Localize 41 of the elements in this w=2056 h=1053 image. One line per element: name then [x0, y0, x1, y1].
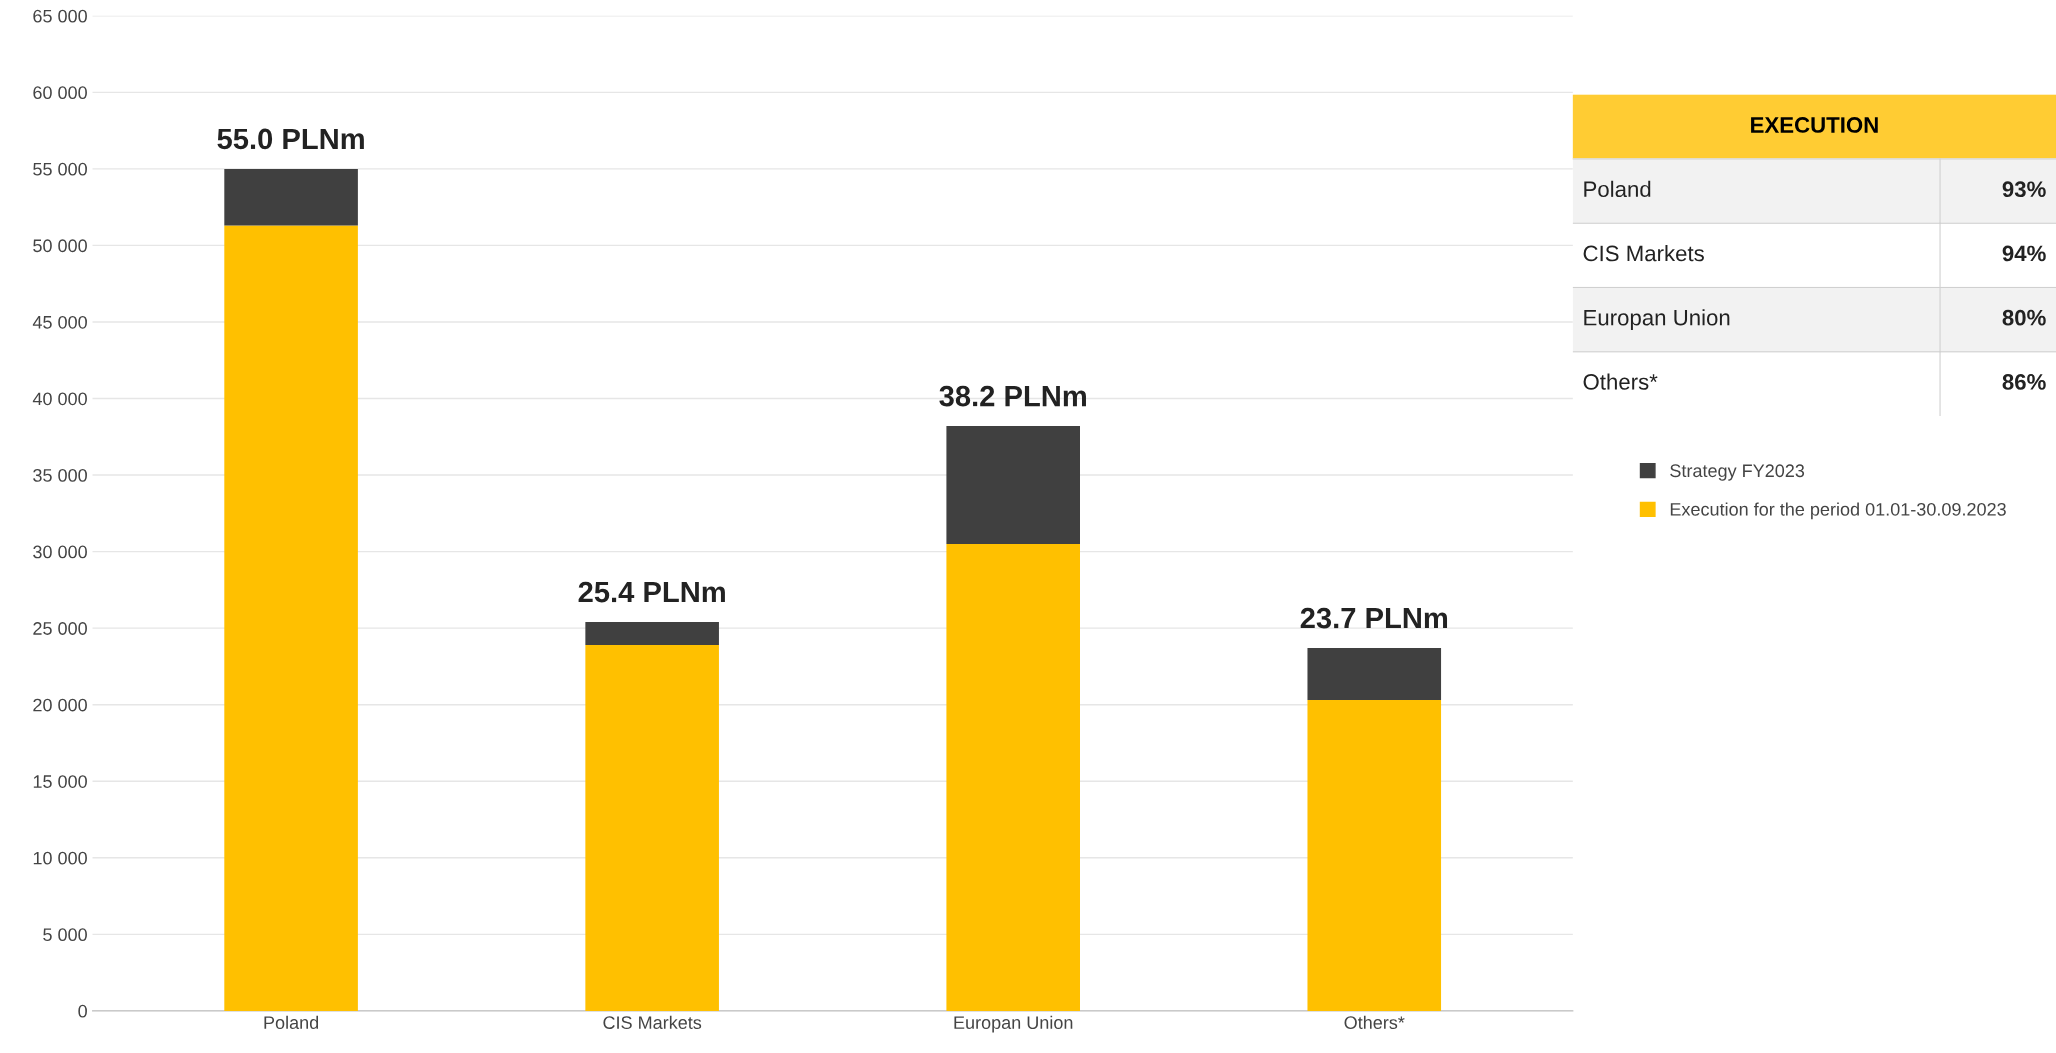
category-label: Poland — [1584, 180, 1651, 198]
y-tick-label: 20 000 — [33, 698, 87, 712]
y-tick-label: 45 000 — [32, 315, 87, 329]
x-tick-label: Europan Union — [954, 1015, 1073, 1033]
y-tick-label: 25 000 — [33, 622, 87, 635]
bar — [224, 225, 358, 1011]
y-tick-label: 10 000 — [33, 851, 87, 865]
category-label: Europan Union — [1584, 309, 1730, 330]
x-tick-label: CIS Markets — [603, 1015, 702, 1029]
text: 93% — [2002, 181, 2046, 198]
y-tick-label: 50 000 — [33, 239, 87, 253]
y-tick-label: 60 000 — [33, 86, 87, 100]
category-label: CIS Markets — [1583, 244, 1704, 262]
y-tick-label: 15 000 — [33, 775, 87, 788]
bar — [1307, 648, 1442, 701]
annotation: 38.2 PLNm — [939, 385, 1086, 407]
bar — [946, 543, 1080, 1011]
text: 94% — [2002, 245, 2046, 262]
bar — [1307, 700, 1442, 1011]
text: EXECUTION — [1751, 117, 1878, 133]
bar — [585, 644, 719, 1011]
x-tick-label: Poland — [264, 1015, 319, 1029]
y-tick-label: 35 000 — [33, 469, 87, 482]
annotation: 25.4 PLNm — [578, 581, 725, 603]
bar — [946, 426, 1080, 544]
legend-label: Execution for the period 01.01-30.09.2023 — [1670, 502, 2006, 520]
y-tick-label: 55 000 — [33, 162, 87, 176]
annotation: 23.7 PLNm — [1300, 607, 1448, 629]
y-tick-label: 5 000 — [43, 928, 87, 942]
y-tick-label: 65 000 — [33, 9, 87, 23]
annotation: 55.0 PLNm — [217, 128, 364, 150]
x-tick-label: Others* — [1344, 1015, 1405, 1029]
y-tick-label: 0 — [78, 1004, 87, 1018]
text: 80% — [2002, 309, 2046, 326]
y-tick-label: 40 000 — [32, 392, 87, 406]
bar — [224, 168, 358, 226]
y-tick-label: 30 000 — [33, 545, 87, 559]
text: 86% — [2002, 374, 2046, 390]
category-label: Others* — [1583, 373, 1658, 390]
legend-label: Strategy FY2023 — [1670, 464, 1805, 481]
bar — [585, 622, 719, 645]
